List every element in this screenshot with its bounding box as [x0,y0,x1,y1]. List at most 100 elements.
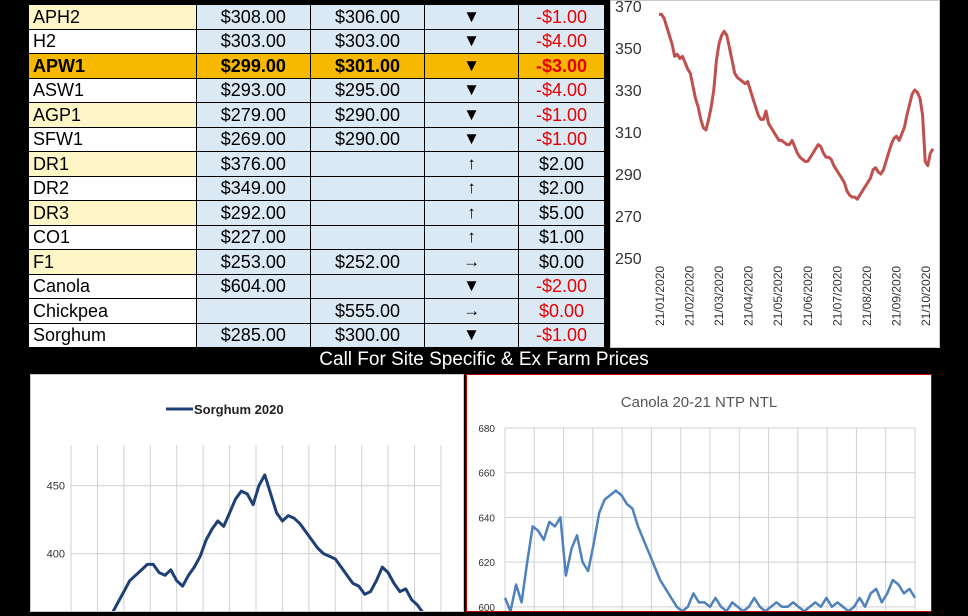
commodity-name-cell: Sorghum [28,322,197,348]
commodity-name-cell: DR3 [28,200,197,226]
table-row: APW1 $299.00 $301.00 ▼ -$3.00 [28,53,605,79]
x-tick-label: 21/03/2020 [712,266,726,326]
price-change-cell: $2.00 [518,151,605,177]
price-line-chart: 250 270 290 310 330 350 370 21/01/2020 21/02/202… [615,0,935,326]
commodity-name-cell: H2 [28,28,197,54]
price-change-cell: $2.00 [518,175,605,201]
price-change-cell: -$3.00 [518,53,605,79]
trend-arrow-icon: → [424,249,520,275]
y-tick-label: 400 [47,549,65,561]
x-tick-label: 21/01/2020 [653,266,667,326]
table-row: ASW1 $293.00 $295.00 ▼ -$4.00 [28,77,605,103]
commodity-name-cell: DR2 [28,175,197,201]
table-row: APH2 $308.00 $306.00 ▼ -$1.00 [28,4,605,30]
trend-arrow-icon: ↑ [424,175,520,201]
bid-price-cell: $308.00 [195,4,311,30]
canola-line-chart: 600 620 640 660 680 Canola 20-21 NTP NTL [478,394,917,616]
trend-arrow-icon: ▼ [424,28,520,54]
trend-arrow-icon: ▼ [424,126,520,152]
legend-label: Sorghum 2020 [194,402,284,417]
bid-price-cell: $253.00 [195,249,311,275]
price-change-cell: -$1.00 [518,4,605,30]
trend-arrow-icon: ▼ [424,77,520,103]
table-row: F1 $253.00 $252.00 → $0.00 [28,249,605,275]
y-tick-label: 330 [615,83,642,100]
price-change-cell: -$4.00 [518,77,605,103]
offer-price-cell [309,224,426,250]
y-tick-label: 600 [478,603,495,611]
sorghum-line-chart: 350400450Sorghum 2020 [47,402,442,616]
commodity-name-cell: CO1 [28,224,197,250]
offer-price-cell [309,151,426,177]
commodity-name-cell: ASW1 [28,77,197,103]
bid-price-cell: $227.00 [195,224,311,250]
canola-chart-panel: 600 620 640 660 680 Canola 20-21 NTP NTL [466,374,932,616]
offer-price-cell: $303.00 [309,28,426,54]
table-row: Sorghum $285.00 $300.00 ▼ -$1.00 [28,322,605,348]
commodity-name-cell: APH2 [28,4,197,30]
offer-price-cell: $301.00 [309,53,426,79]
offer-price-cell [309,200,426,226]
trend-arrow-icon: ▼ [424,322,520,348]
commodity-name-cell: DR1 [28,151,197,177]
x-tick-label: 21/10/2020 [919,266,933,326]
bid-price-cell: $293.00 [195,77,311,103]
y-tick-label: 310 [615,125,642,142]
bid-price-cell: $285.00 [195,322,311,348]
commodity-name-cell: APW1 [28,53,197,79]
trend-arrow-icon: ▼ [424,4,520,30]
trend-arrow-icon: ▼ [424,273,520,299]
y-tick-label: 660 [478,469,495,480]
y-tick-label: 290 [615,167,642,184]
price-change-cell: -$4.00 [518,28,605,54]
sorghum-chart-panel: 350400450Sorghum 2020 [30,374,464,616]
price-table: APH2 $308.00 $306.00 ▼ -$1.00 H2 $303.00 $303.0… [28,4,605,348]
x-tick-label: 21/09/2020 [889,266,903,326]
bid-price-cell: $376.00 [195,151,311,177]
x-tick-label: 21/02/2020 [683,266,697,326]
x-tick-label: 21/07/2020 [830,266,844,326]
commodity-name-cell: AGP1 [28,102,197,128]
table-row: DR3 $292.00 ↑ $5.00 [28,200,605,226]
offer-price-cell [309,273,426,299]
table-row: DR1 $376.00 ↑ $2.00 [28,151,605,177]
trend-arrow-icon: → [424,298,520,324]
x-tick-label: 21/08/2020 [860,266,874,326]
price-change-cell: -$1.00 [518,322,605,348]
offer-price-cell [309,175,426,201]
chart-title: Canola 20-21 NTP NTL [621,394,777,411]
y-tick-label: 250 [615,251,642,268]
table-row: AGP1 $279.00 $290.00 ▼ -$1.00 [28,102,605,128]
x-tick-label: 21/04/2020 [742,266,756,326]
commodity-name-cell: SFW1 [28,126,197,152]
price-change-cell: $0.00 [518,249,605,275]
bid-price-cell: $303.00 [195,28,311,54]
price-change-cell: $1.00 [518,224,605,250]
offer-price-cell: $295.00 [309,77,426,103]
y-tick-label: 450 [47,481,65,493]
bid-price-cell: $299.00 [195,53,311,79]
site-specific-banner: Call For Site Specific & Ex Farm Prices [0,348,968,372]
trend-arrow-icon: ▼ [424,102,520,128]
table-row: CO1 $227.00 ↑ $1.00 [28,224,605,250]
price-change-cell: -$1.00 [518,126,605,152]
price-change-cell: -$2.00 [518,273,605,299]
table-row: H2 $303.00 $303.00 ▼ -$4.00 [28,28,605,54]
x-tick-label: 21/05/2020 [771,266,785,326]
trend-arrow-icon: ↑ [424,151,520,177]
commodity-name-cell: Chickpea [28,298,197,324]
table-row: Chickpea $555.00 → $0.00 [28,298,605,324]
bid-price-cell: $349.00 [195,175,311,201]
trend-arrow-icon: ↑ [424,224,520,250]
bid-price-cell: $604.00 [195,273,311,299]
x-tick-label: 21/06/2020 [801,266,815,326]
offer-price-cell: $290.00 [309,126,426,152]
offer-price-cell: $290.00 [309,102,426,128]
price-change-cell: -$1.00 [518,102,605,128]
offer-price-cell: $555.00 [309,298,426,324]
y-tick-label: 350 [615,41,642,58]
y-tick-label: 640 [478,513,495,524]
red-chart-panel: 250 270 290 310 330 350 370 21/01/2020 21/02/202… [610,0,940,348]
trend-arrow-icon: ↑ [424,200,520,226]
offer-price-cell: $306.00 [309,4,426,30]
